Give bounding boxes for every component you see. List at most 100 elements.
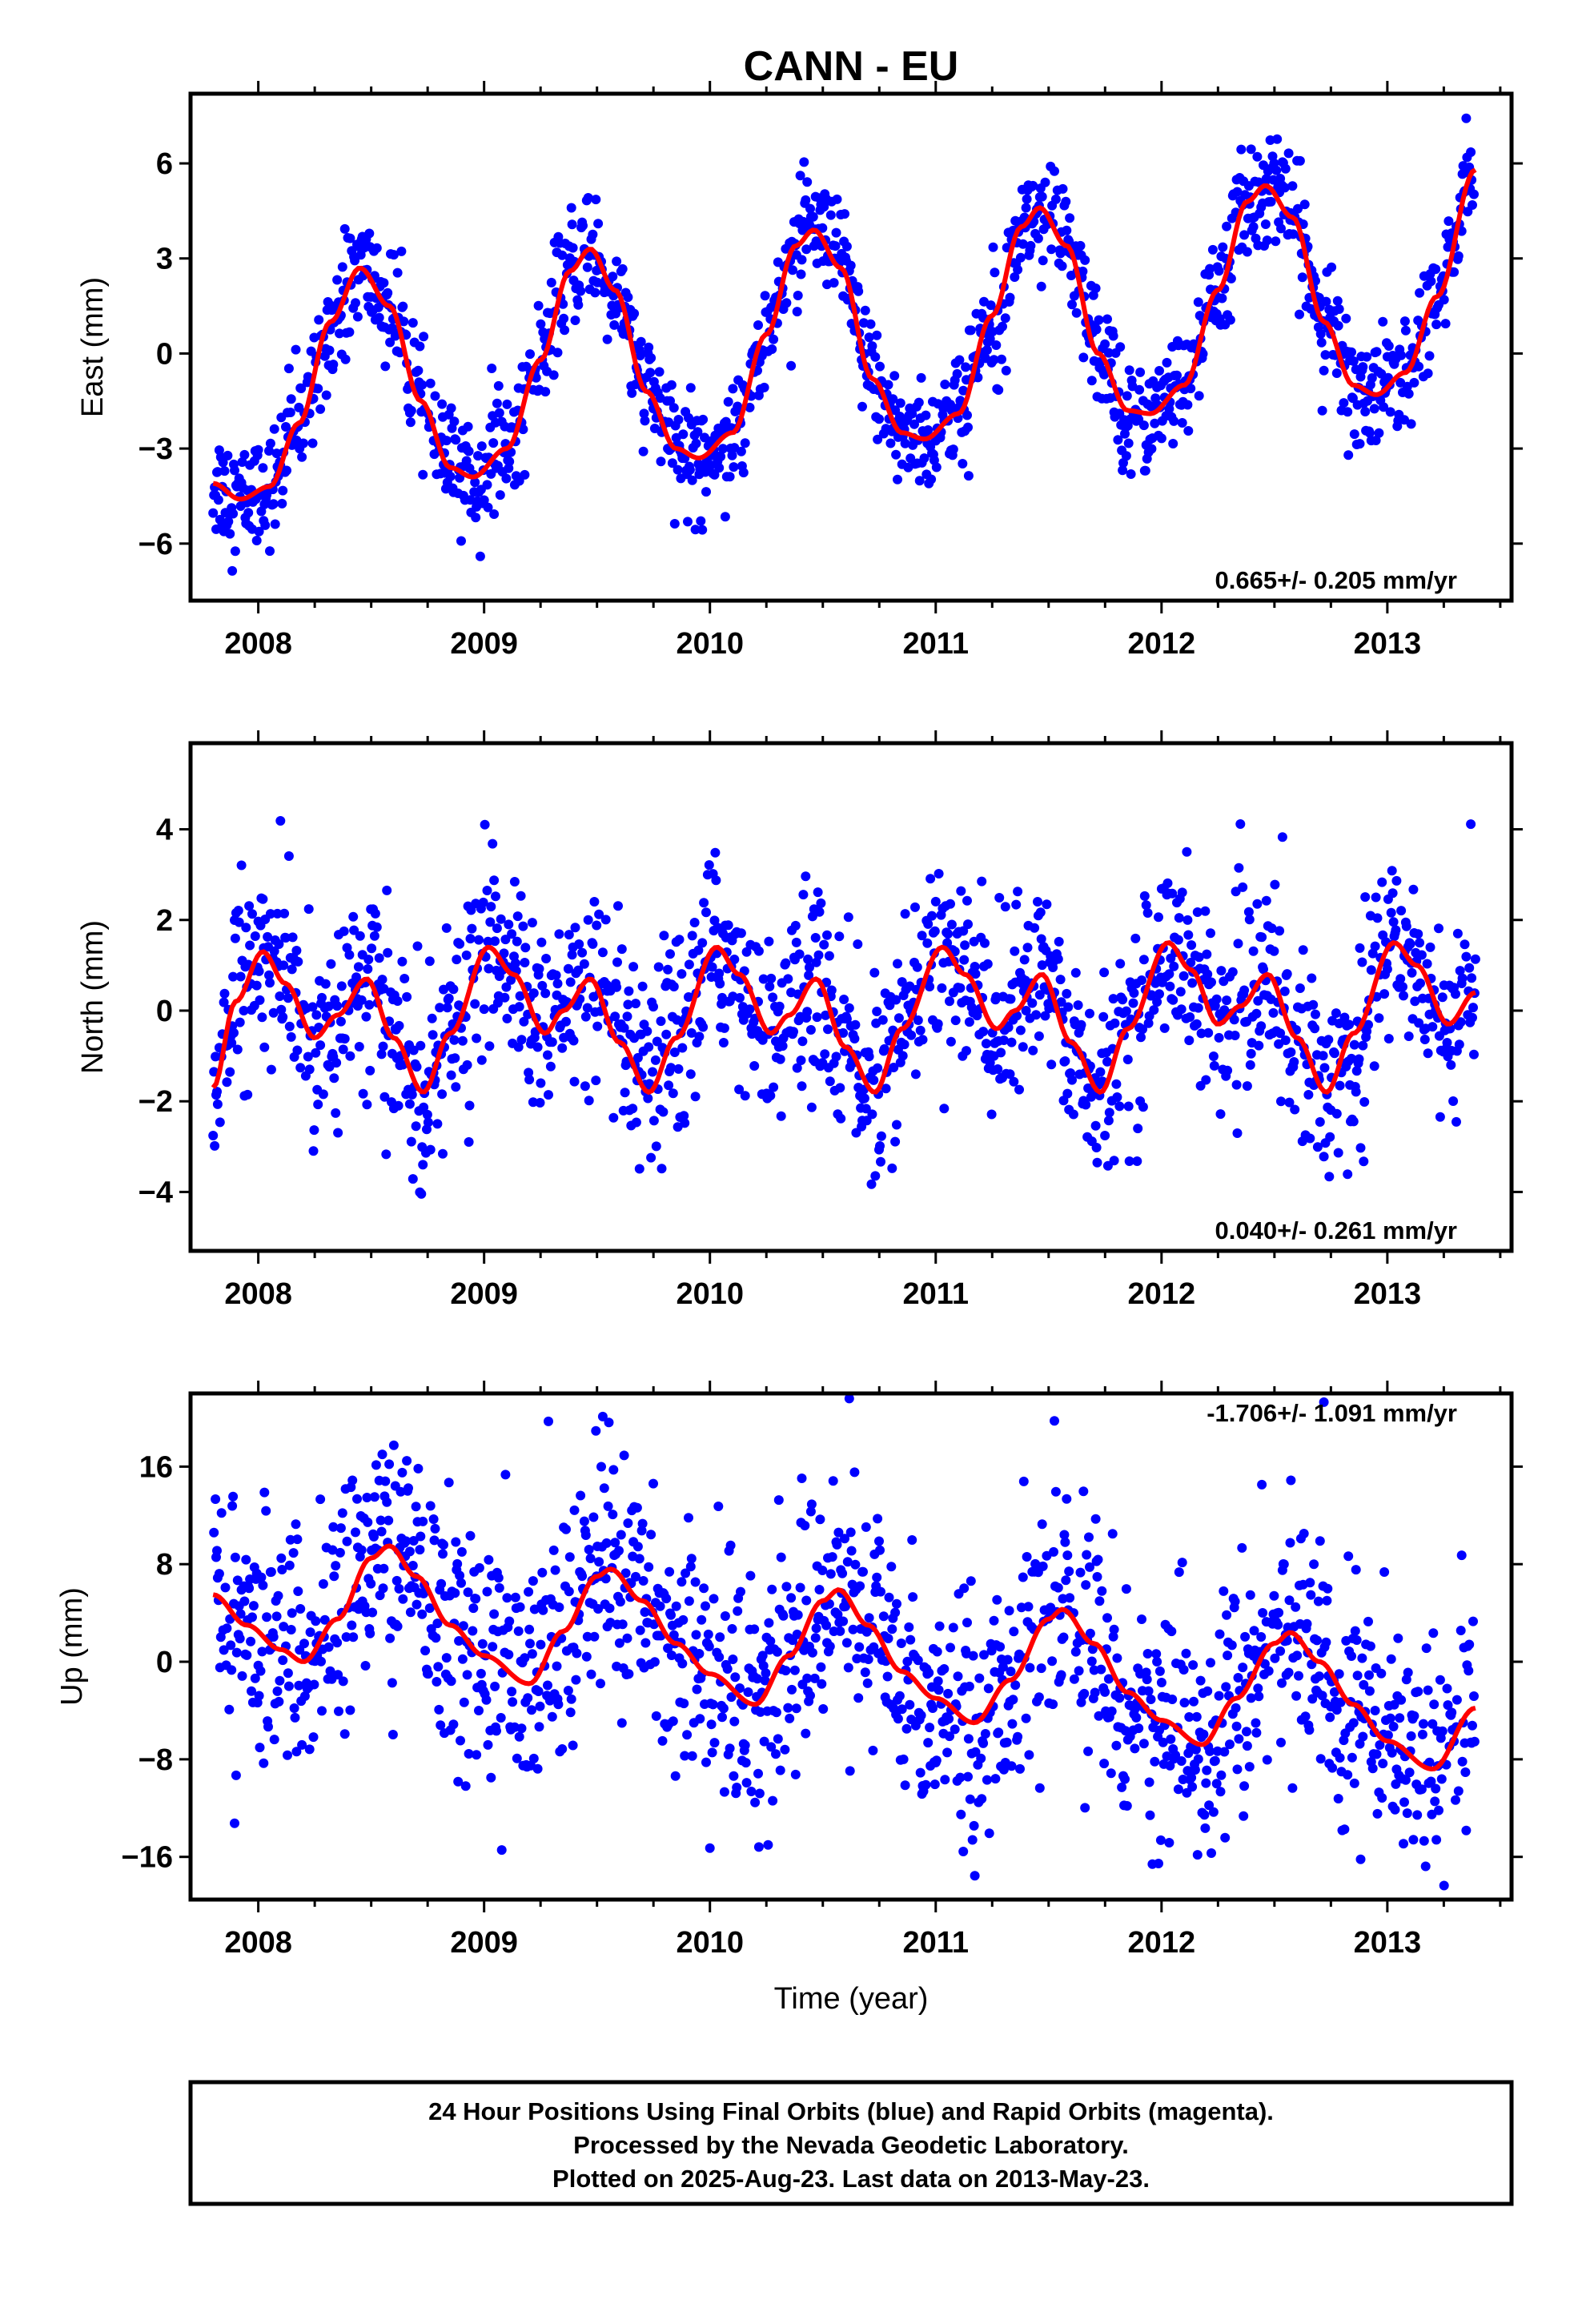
x-tick-label: 2012 [1128, 1926, 1196, 1960]
data-point [1184, 1712, 1195, 1722]
data-point [1405, 939, 1415, 949]
data-point [584, 1545, 594, 1554]
data-point [532, 1763, 543, 1774]
data-point [832, 194, 842, 204]
data-point [1379, 402, 1389, 412]
data-point [608, 271, 618, 282]
data-point [753, 320, 763, 330]
data-point [1006, 1761, 1017, 1771]
data-point [845, 1766, 855, 1776]
data-point [507, 1687, 517, 1697]
data-point [1191, 1711, 1202, 1722]
data-point [1049, 1546, 1058, 1557]
data-point [423, 1669, 433, 1679]
data-point [1018, 239, 1028, 249]
data-point [746, 1787, 757, 1796]
data-point [697, 938, 708, 948]
data-point [1193, 297, 1203, 308]
x-tick-label: 2009 [450, 627, 518, 661]
data-point [1174, 1567, 1184, 1578]
data-point [588, 939, 598, 949]
data-point [966, 325, 976, 336]
data-point [1435, 1112, 1445, 1122]
data-point [623, 1518, 633, 1528]
data-point [212, 1099, 223, 1109]
data-point [273, 1590, 283, 1601]
data-point [723, 920, 733, 931]
data-point [673, 464, 683, 475]
data-point [1453, 251, 1464, 261]
data-point [1461, 1825, 1472, 1835]
data-point [1176, 1004, 1186, 1015]
data-point [493, 380, 504, 391]
data-point [1122, 1801, 1132, 1811]
data-point [269, 424, 279, 434]
data-point [1173, 1784, 1183, 1795]
data-point [430, 391, 440, 401]
data-point [569, 1076, 580, 1087]
data-point [1015, 1025, 1026, 1035]
data-point [1059, 1530, 1070, 1540]
data-point [1067, 1075, 1077, 1085]
data-point [669, 1630, 679, 1640]
data-point [285, 408, 295, 417]
data-point [430, 1523, 440, 1534]
data-point [875, 361, 885, 372]
data-point [811, 957, 821, 967]
data-point [1216, 1770, 1227, 1780]
data-point [977, 1794, 987, 1804]
data-point [1442, 1038, 1452, 1047]
data-point [914, 476, 925, 486]
data-point [1427, 1719, 1438, 1729]
data-point [446, 1676, 456, 1687]
x-tick-label: 2010 [676, 1277, 744, 1311]
data-point [984, 1828, 994, 1839]
data-point [420, 1646, 431, 1656]
data-point [765, 1091, 776, 1101]
data-point [931, 1755, 942, 1766]
data-point [291, 1519, 301, 1530]
data-point [820, 1049, 830, 1059]
data-point [873, 1063, 883, 1073]
data-point [627, 388, 637, 398]
data-point [591, 195, 601, 205]
data-point [345, 1705, 355, 1715]
data-point [1257, 932, 1267, 943]
data-point [1156, 433, 1166, 444]
data-point [958, 459, 968, 468]
data-point [790, 1769, 801, 1779]
data-point [1391, 1779, 1401, 1789]
data-point [709, 1738, 720, 1748]
data-point [392, 1621, 403, 1631]
data-point [1351, 1087, 1361, 1097]
data-point [753, 1768, 763, 1779]
data-point [297, 1739, 307, 1750]
data-point [649, 1657, 660, 1667]
data-point [519, 1016, 529, 1027]
data-point [705, 1843, 715, 1853]
data-point [379, 278, 389, 288]
data-point [1111, 1740, 1122, 1751]
data-point [1339, 1012, 1350, 1023]
data-point [490, 1681, 500, 1691]
data-point [1206, 1658, 1215, 1668]
data-point [956, 1809, 966, 1819]
data-point [990, 1774, 1001, 1784]
data-point [533, 300, 544, 311]
data-point [428, 1030, 438, 1040]
data-point [590, 287, 600, 298]
data-point [1231, 887, 1241, 897]
data-point [841, 1014, 852, 1024]
data-point [1364, 1686, 1375, 1696]
data-point [268, 499, 279, 509]
data-point [382, 885, 392, 895]
data-point [666, 1063, 676, 1073]
y-tick-label: −6 [139, 528, 173, 561]
data-point [504, 456, 515, 467]
data-point [1321, 296, 1331, 307]
data-point [644, 1562, 654, 1572]
data-point [335, 1016, 346, 1027]
data-point [1359, 1097, 1370, 1107]
data-point [387, 1730, 398, 1739]
data-point [781, 1582, 792, 1592]
